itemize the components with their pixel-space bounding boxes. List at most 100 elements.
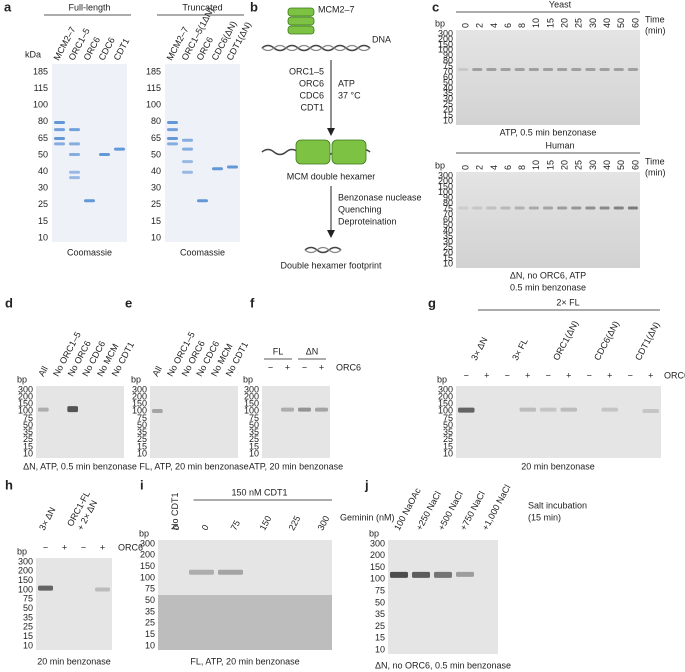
band — [281, 407, 294, 412]
band — [627, 206, 638, 210]
group-label: ΔN — [306, 346, 319, 356]
marker-label: 100 — [438, 187, 453, 197]
caption: ΔN, ATP, 0.5 min benzonase — [23, 461, 137, 471]
caption: 0.5 min benzonase — [510, 282, 586, 292]
dna — [304, 246, 342, 254]
lane-label: 0 — [200, 523, 211, 532]
axis-label: (min) — [645, 167, 666, 177]
unit-label: kDa — [25, 49, 41, 59]
lane-label: 6 — [503, 165, 513, 170]
marker-label: 25 — [443, 242, 453, 252]
gel — [52, 64, 127, 242]
band — [114, 147, 125, 151]
band — [642, 409, 659, 414]
condition: ATP — [338, 78, 355, 88]
band — [514, 68, 525, 71]
marker-label: 40 — [443, 225, 453, 235]
panel-letter: f — [250, 295, 255, 310]
label: Double hexamer footprint — [280, 260, 382, 270]
label: MCM double hexamer — [287, 171, 376, 181]
lane-label: 2 — [475, 23, 485, 28]
marker-label: 75 — [375, 585, 385, 595]
marker-label: 75 — [145, 584, 155, 594]
marker-label: 60 — [443, 214, 453, 224]
band — [599, 68, 610, 71]
marker-label: 10 — [375, 644, 385, 654]
marker-label: 35 — [443, 231, 453, 241]
lane-label: 10 — [531, 18, 541, 28]
factor-label: ORC6 — [336, 362, 361, 372]
unit-label: bp — [243, 374, 253, 384]
marker-label: 50 — [443, 420, 453, 430]
marker-label: 75 — [443, 413, 453, 423]
marker-label: 100 — [18, 584, 33, 594]
band — [585, 206, 596, 210]
band — [54, 120, 65, 124]
marker-label: 40 — [38, 166, 48, 176]
caption: Coomassie — [180, 247, 225, 257]
lane-label: 8 — [517, 165, 527, 170]
marker-label: 150 — [438, 181, 453, 191]
axis-label: Time — [645, 156, 665, 166]
sign: + — [62, 542, 67, 552]
marker-label: 150 — [244, 399, 259, 409]
band — [67, 406, 78, 413]
note: (15 min) — [528, 512, 561, 522]
gel — [150, 386, 238, 458]
sign: + — [319, 362, 324, 372]
band — [54, 142, 65, 146]
sign: − — [546, 370, 551, 380]
marker-label: 35 — [23, 612, 33, 622]
marker-label: 80 — [443, 198, 453, 208]
marker-label: 15 — [145, 629, 155, 639]
sign: − — [43, 542, 48, 552]
dna — [261, 44, 371, 52]
group-label: 3× ΔN — [469, 335, 489, 362]
gel — [456, 30, 640, 125]
marker-label: 50 — [38, 149, 48, 159]
band — [84, 199, 95, 203]
band — [500, 68, 511, 71]
marker-label: 50 — [375, 597, 385, 607]
band — [69, 170, 80, 174]
marker-label: 35 — [375, 609, 385, 619]
unit-label: bp — [435, 160, 445, 170]
marker-label: 200 — [140, 550, 155, 560]
lane-label: 20 — [560, 160, 570, 170]
band — [500, 206, 511, 210]
lane-label: 4 — [489, 23, 499, 28]
sign: + — [100, 542, 105, 552]
unit-label: bp — [435, 18, 445, 28]
marker-label: 300 — [18, 556, 33, 566]
step: Benzonase nuclease — [338, 192, 422, 202]
lane-label: 60 — [630, 18, 640, 28]
step: Deproteination — [338, 216, 397, 226]
marker-label: 70 — [443, 66, 453, 76]
marker-label: 150 — [438, 39, 453, 49]
marker-label: 200 — [438, 176, 453, 186]
caption: 20 min benzonase — [37, 656, 111, 666]
band — [412, 571, 430, 578]
lane-label: All — [150, 365, 164, 379]
marker-label: 25 — [23, 434, 33, 444]
gel — [36, 386, 124, 458]
marker-label: 150 — [140, 561, 155, 571]
band — [472, 206, 483, 210]
lane-label: 225 — [287, 514, 303, 532]
band — [167, 136, 178, 140]
marker-label: 100 — [33, 100, 48, 110]
marker-label: 20 — [443, 247, 453, 257]
band — [167, 142, 178, 146]
marker-label: 100 — [132, 406, 147, 416]
marker-label: 70 — [443, 209, 453, 219]
marker-label: 75 — [23, 594, 33, 604]
band — [218, 569, 243, 575]
marker-label: 50 — [137, 420, 147, 430]
marker-label: 90 — [443, 192, 453, 202]
marker-label: 10 — [249, 448, 259, 458]
unit-label: bp — [17, 374, 27, 384]
factor-label: ORC6 — [664, 370, 685, 380]
marker-label: 10 — [151, 232, 161, 242]
band — [69, 128, 80, 132]
marker-label: 200 — [244, 391, 259, 401]
